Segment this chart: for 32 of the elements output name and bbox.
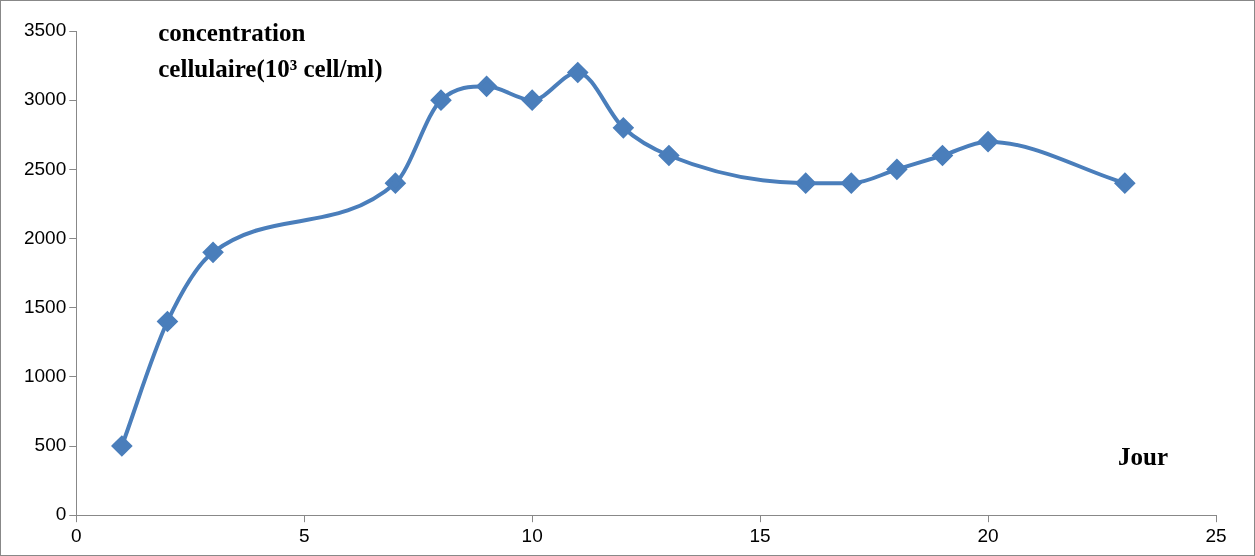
y-tick-label: 3500 xyxy=(23,19,67,41)
point xyxy=(385,173,406,194)
point xyxy=(157,311,178,332)
point xyxy=(567,62,588,83)
point xyxy=(886,159,907,180)
x-tick-label: 0 xyxy=(70,524,82,546)
point xyxy=(476,76,497,97)
point xyxy=(522,90,543,111)
x-tick-label: 10 xyxy=(521,524,543,546)
y-axis-title: concentration cellulaire(10³ cell/ml) xyxy=(158,19,383,83)
point xyxy=(1114,173,1135,194)
point xyxy=(658,145,679,166)
point xyxy=(111,436,132,457)
point xyxy=(795,173,816,194)
y-tick-label: 500 xyxy=(34,434,67,456)
point xyxy=(932,145,953,166)
x-tick-label: 25 xyxy=(1205,524,1227,546)
y-tick-label: 3000 xyxy=(23,88,67,110)
point xyxy=(978,131,999,152)
point xyxy=(203,242,224,263)
x-axis-title: Jour xyxy=(1118,443,1168,471)
y-tick-label: 0 xyxy=(55,503,67,525)
y-tick-label: 2500 xyxy=(23,157,67,179)
point xyxy=(613,117,634,138)
y-tick-label: 2000 xyxy=(23,226,67,248)
y-tick-label: 1000 xyxy=(23,365,67,387)
point xyxy=(430,90,451,111)
x-tick-label: 5 xyxy=(298,524,310,546)
x-tick-label: 15 xyxy=(749,524,771,546)
y-tick-label: 1500 xyxy=(23,295,67,317)
x-tick-label: 20 xyxy=(977,524,999,546)
point xyxy=(841,173,862,194)
